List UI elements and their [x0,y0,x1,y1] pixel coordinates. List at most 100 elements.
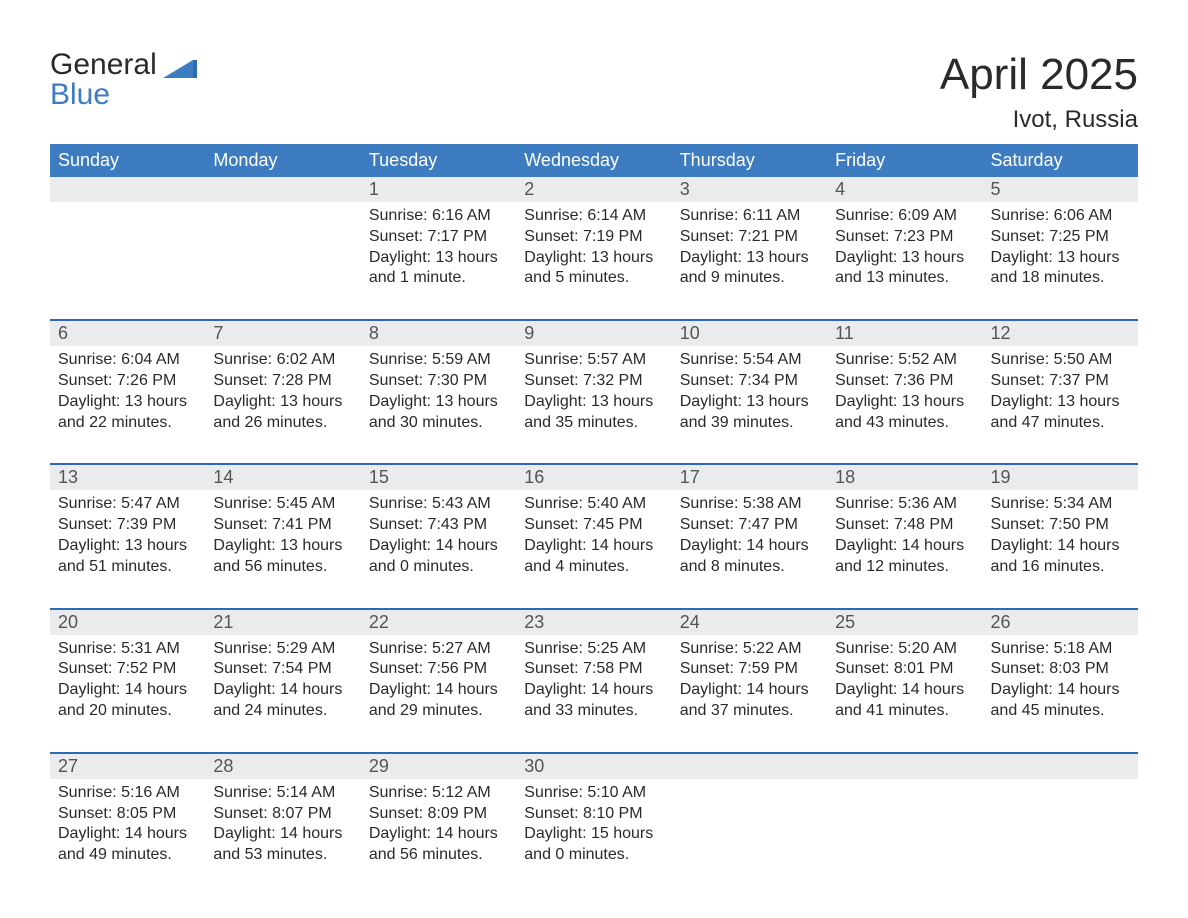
week-row: 6Sunrise: 6:04 AMSunset: 7:26 PMDaylight… [50,320,1138,464]
day-sunrise: Sunrise: 5:52 AM [835,350,974,371]
day-cell-empty [205,177,360,320]
day-dl1: Daylight: 13 hours [680,392,819,413]
day-sunset: Sunset: 7:25 PM [991,227,1130,248]
day-dl2: and 12 minutes. [835,557,974,578]
day-cell: 25Sunrise: 5:20 AMSunset: 8:01 PMDayligh… [827,609,982,753]
day-sunset: Sunset: 7:36 PM [835,371,974,392]
day-sunset: Sunset: 7:56 PM [369,659,508,680]
day-number: 2 [516,177,671,202]
day-sunset: Sunset: 8:01 PM [835,659,974,680]
day-cell: 9Sunrise: 5:57 AMSunset: 7:32 PMDaylight… [516,320,671,464]
day-dl1: Daylight: 13 hours [58,536,197,557]
day-sunset: Sunset: 7:48 PM [835,515,974,536]
logo-flag-icon [163,56,197,84]
day-dl1: Daylight: 13 hours [680,248,819,269]
col-header-tuesday: Tuesday [361,144,516,177]
day-dl2: and 8 minutes. [680,557,819,578]
day-sunset: Sunset: 7:30 PM [369,371,508,392]
day-body [50,202,205,312]
day-dl1: Daylight: 13 hours [524,248,663,269]
day-sunset: Sunset: 7:52 PM [58,659,197,680]
day-sunrise: Sunrise: 5:50 AM [991,350,1130,371]
day-cell: 26Sunrise: 5:18 AMSunset: 8:03 PMDayligh… [983,609,1138,753]
day-number: 20 [50,610,205,635]
day-dl2: and 49 minutes. [58,845,197,866]
day-sunset: Sunset: 8:05 PM [58,804,197,825]
day-dl1: Daylight: 13 hours [213,392,352,413]
day-body: Sunrise: 5:52 AMSunset: 7:36 PMDaylight:… [827,346,982,463]
day-sunset: Sunset: 8:09 PM [369,804,508,825]
day-dl1: Daylight: 14 hours [213,824,352,845]
day-body: Sunrise: 5:40 AMSunset: 7:45 PMDaylight:… [516,490,671,607]
day-dl2: and 41 minutes. [835,701,974,722]
day-cell: 23Sunrise: 5:25 AMSunset: 7:58 PMDayligh… [516,609,671,753]
day-cell: 20Sunrise: 5:31 AMSunset: 7:52 PMDayligh… [50,609,205,753]
day-cell: 1Sunrise: 6:16 AMSunset: 7:17 PMDaylight… [361,177,516,320]
day-sunrise: Sunrise: 5:12 AM [369,783,508,804]
day-sunrise: Sunrise: 6:06 AM [991,206,1130,227]
week-row: 27Sunrise: 5:16 AMSunset: 8:05 PMDayligh… [50,753,1138,896]
month-title: April 2025 [940,50,1138,100]
day-sunrise: Sunrise: 5:38 AM [680,494,819,515]
day-sunset: Sunset: 8:07 PM [213,804,352,825]
day-number: 18 [827,465,982,490]
day-cell: 14Sunrise: 5:45 AMSunset: 7:41 PMDayligh… [205,464,360,608]
day-dl1: Daylight: 15 hours [524,824,663,845]
day-cell: 13Sunrise: 5:47 AMSunset: 7:39 PMDayligh… [50,464,205,608]
day-cell: 16Sunrise: 5:40 AMSunset: 7:45 PMDayligh… [516,464,671,608]
day-body: Sunrise: 6:02 AMSunset: 7:28 PMDaylight:… [205,346,360,463]
day-dl1: Daylight: 13 hours [369,248,508,269]
day-dl2: and 0 minutes. [369,557,508,578]
day-body: Sunrise: 5:57 AMSunset: 7:32 PMDaylight:… [516,346,671,463]
day-dl1: Daylight: 14 hours [369,680,508,701]
day-sunset: Sunset: 7:47 PM [680,515,819,536]
day-number: 13 [50,465,205,490]
day-body: Sunrise: 5:45 AMSunset: 7:41 PMDaylight:… [205,490,360,607]
day-number: 19 [983,465,1138,490]
day-number [672,754,827,779]
day-dl2: and 51 minutes. [58,557,197,578]
day-dl2: and 43 minutes. [835,413,974,434]
day-cell-empty [983,753,1138,896]
day-number: 7 [205,321,360,346]
day-dl1: Daylight: 14 hours [213,680,352,701]
day-dl1: Daylight: 14 hours [991,680,1130,701]
day-dl2: and 20 minutes. [58,701,197,722]
day-body: Sunrise: 6:11 AMSunset: 7:21 PMDaylight:… [672,202,827,319]
logo-text: General Blue [50,50,157,110]
day-cell: 7Sunrise: 6:02 AMSunset: 7:28 PMDaylight… [205,320,360,464]
day-sunset: Sunset: 7:45 PM [524,515,663,536]
day-body: Sunrise: 5:54 AMSunset: 7:34 PMDaylight:… [672,346,827,463]
day-dl1: Daylight: 14 hours [524,680,663,701]
day-dl2: and 9 minutes. [680,268,819,289]
day-number [983,754,1138,779]
day-cell: 27Sunrise: 5:16 AMSunset: 8:05 PMDayligh… [50,753,205,896]
day-body: Sunrise: 5:59 AMSunset: 7:30 PMDaylight:… [361,346,516,463]
week-row: 13Sunrise: 5:47 AMSunset: 7:39 PMDayligh… [50,464,1138,608]
day-sunset: Sunset: 7:32 PM [524,371,663,392]
day-body [205,202,360,312]
day-body: Sunrise: 5:36 AMSunset: 7:48 PMDaylight:… [827,490,982,607]
day-sunrise: Sunrise: 5:16 AM [58,783,197,804]
day-sunset: Sunset: 7:54 PM [213,659,352,680]
day-cell: 18Sunrise: 5:36 AMSunset: 7:48 PMDayligh… [827,464,982,608]
day-number: 16 [516,465,671,490]
day-cell: 30Sunrise: 5:10 AMSunset: 8:10 PMDayligh… [516,753,671,896]
week-row: 20Sunrise: 5:31 AMSunset: 7:52 PMDayligh… [50,609,1138,753]
day-dl1: Daylight: 13 hours [991,392,1130,413]
day-body: Sunrise: 5:43 AMSunset: 7:43 PMDaylight:… [361,490,516,607]
day-dl2: and 37 minutes. [680,701,819,722]
day-dl1: Daylight: 13 hours [213,536,352,557]
day-number: 15 [361,465,516,490]
day-sunrise: Sunrise: 5:47 AM [58,494,197,515]
day-cell: 17Sunrise: 5:38 AMSunset: 7:47 PMDayligh… [672,464,827,608]
day-dl1: Daylight: 13 hours [835,392,974,413]
day-cell: 11Sunrise: 5:52 AMSunset: 7:36 PMDayligh… [827,320,982,464]
day-dl1: Daylight: 14 hours [680,680,819,701]
day-cell: 15Sunrise: 5:43 AMSunset: 7:43 PMDayligh… [361,464,516,608]
logo-bottom: Blue [50,80,157,110]
day-sunrise: Sunrise: 5:43 AM [369,494,508,515]
day-number: 24 [672,610,827,635]
day-cell: 19Sunrise: 5:34 AMSunset: 7:50 PMDayligh… [983,464,1138,608]
day-body: Sunrise: 6:04 AMSunset: 7:26 PMDaylight:… [50,346,205,463]
